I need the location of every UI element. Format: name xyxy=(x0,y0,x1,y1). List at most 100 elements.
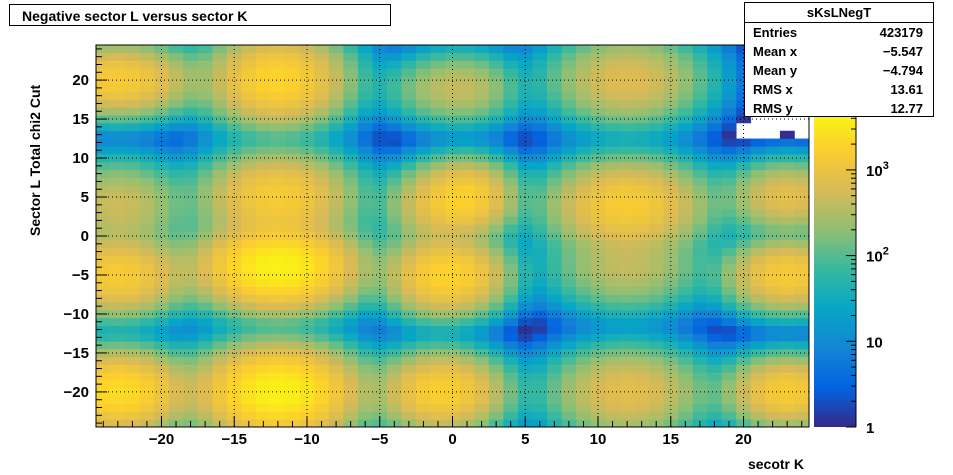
heatmap-cell xyxy=(678,255,693,264)
heatmap-cell xyxy=(197,216,213,225)
heatmap-cell xyxy=(517,99,533,108)
heatmap-cell xyxy=(357,52,373,61)
heatmap-cell xyxy=(357,83,373,93)
heatmap-cell xyxy=(125,177,140,186)
heatmap-cell xyxy=(532,239,548,248)
heatmap-cell xyxy=(590,294,606,303)
heatmap-cell xyxy=(561,333,577,342)
heatmap-cell xyxy=(387,239,402,248)
heatmap-cell xyxy=(96,224,111,233)
heatmap-cell xyxy=(707,388,722,397)
stats-value: −4.794 xyxy=(882,63,923,78)
heatmap-cell xyxy=(241,60,257,69)
heatmap-cell xyxy=(270,403,286,412)
heatmap-cell xyxy=(212,83,228,93)
heatmap-cell xyxy=(488,294,504,303)
heatmap-cell xyxy=(183,146,199,155)
heatmap-cell xyxy=(387,349,402,358)
heatmap-cell xyxy=(96,263,111,272)
heatmap-cell xyxy=(736,411,752,420)
heatmap-cell xyxy=(212,208,228,217)
heatmap-cell xyxy=(648,146,664,155)
heatmap-cell xyxy=(445,247,461,256)
heatmap-cell xyxy=(765,263,781,272)
heatmap-cell xyxy=(154,263,170,272)
heatmap-cell xyxy=(634,380,650,389)
heatmap-cell xyxy=(692,52,708,61)
heatmap-cell xyxy=(707,247,722,256)
heatmap-cell xyxy=(110,146,126,155)
heatmap-cell xyxy=(648,208,664,217)
heatmap-cell xyxy=(794,380,810,389)
heatmap-cell xyxy=(547,364,562,373)
heatmap-cell xyxy=(721,154,737,163)
heatmap-cell xyxy=(416,310,431,319)
heatmap-cell xyxy=(488,286,504,295)
heatmap-cell xyxy=(779,395,795,404)
heatmap-cell xyxy=(139,200,155,210)
heatmap-cell xyxy=(576,271,592,280)
heatmap-cell xyxy=(430,130,446,139)
heatmap-cell xyxy=(474,317,490,326)
heatmap-cell xyxy=(488,83,504,93)
heatmap-cell xyxy=(168,60,184,69)
heatmap-cell xyxy=(212,388,228,397)
heatmap-cell xyxy=(576,372,592,381)
heatmap-cell xyxy=(721,310,737,319)
heatmap-cell xyxy=(503,271,519,280)
heatmap-cell xyxy=(241,278,257,287)
heatmap-cell xyxy=(750,169,766,178)
heatmap-cell xyxy=(547,325,562,334)
heatmap-cell xyxy=(168,364,184,373)
heatmap-cell xyxy=(648,302,664,311)
stats-row-rms-y: RMS y 12.77 xyxy=(745,99,933,118)
heatmap-cell xyxy=(154,60,170,69)
heatmap-cell xyxy=(561,216,577,225)
heatmap-cell xyxy=(197,255,213,264)
heatmap-cell xyxy=(256,83,271,93)
heatmap-cell xyxy=(197,403,213,412)
heatmap-cell xyxy=(619,395,635,404)
heatmap-cell xyxy=(619,388,635,397)
heatmap-cell xyxy=(590,388,606,397)
heatmap-cell xyxy=(736,310,752,319)
heatmap-cell xyxy=(517,364,533,373)
heatmap-cell xyxy=(139,310,155,319)
heatmap-cell xyxy=(678,317,693,326)
heatmap-cell xyxy=(663,224,679,233)
heatmap-cell xyxy=(139,325,155,334)
heatmap-cell xyxy=(576,68,592,77)
heatmap-cell xyxy=(357,177,373,186)
heatmap-cell xyxy=(96,107,111,116)
heatmap-cell xyxy=(532,169,548,178)
heatmap-cell xyxy=(445,239,461,248)
heatmap-cell xyxy=(678,232,693,241)
heatmap-cell xyxy=(736,99,752,108)
heatmap-cell xyxy=(110,247,126,256)
heatmap-cell xyxy=(474,177,490,186)
heatmap-cell xyxy=(547,216,562,225)
heatmap-cell xyxy=(299,146,315,155)
heatmap-cell xyxy=(154,388,170,397)
heatmap-cell xyxy=(241,403,257,412)
heatmap-cell xyxy=(721,107,737,116)
heatmap-cell xyxy=(619,193,635,202)
heatmap-cell xyxy=(488,278,504,287)
heatmap-cell xyxy=(459,364,475,373)
heatmap-cell xyxy=(387,232,402,241)
heatmap-cell xyxy=(285,294,301,303)
heatmap-cell xyxy=(197,317,213,326)
heatmap-cell xyxy=(343,169,359,178)
heatmap-cell xyxy=(765,138,781,147)
heatmap-cell xyxy=(794,372,810,381)
heatmap-cell xyxy=(678,169,693,178)
heatmap-cell xyxy=(779,138,795,147)
grid-lines xyxy=(96,45,809,427)
heatmap-cell xyxy=(430,302,446,311)
heatmap-cell xyxy=(488,411,504,420)
heatmap-cell xyxy=(270,169,286,178)
heatmap-cell xyxy=(532,193,548,202)
heatmap-cell xyxy=(168,146,184,155)
heatmap-cell xyxy=(750,341,766,350)
heatmap-cell xyxy=(648,216,664,225)
